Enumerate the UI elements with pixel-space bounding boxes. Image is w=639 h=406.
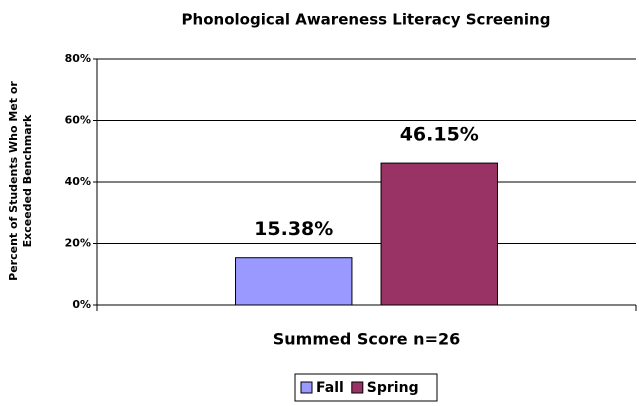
bar [380,162,498,306]
chart-title: Phonological Awareness Literacy Screenin… [182,11,551,29]
y-tick-label: 80% [65,52,91,65]
data-label: 46.15% [400,124,479,146]
y-tick-label: 0% [72,298,91,311]
x-category-label: Summed Score n=26 [273,330,461,349]
y-tick-label: 20% [65,237,91,250]
legend-label: Fall [316,380,344,396]
legend-swatch [351,381,364,394]
y-tick-label: 40% [65,175,91,188]
legend-label: Spring [367,380,419,396]
y-axis-label: Percent of Students Who Met or Exceeded … [7,81,34,281]
legend-swatch [300,381,313,394]
data-label: 15.38% [254,218,333,240]
y-tick-label: 60% [65,114,91,127]
bar [235,257,353,306]
legend-box [294,373,438,402]
